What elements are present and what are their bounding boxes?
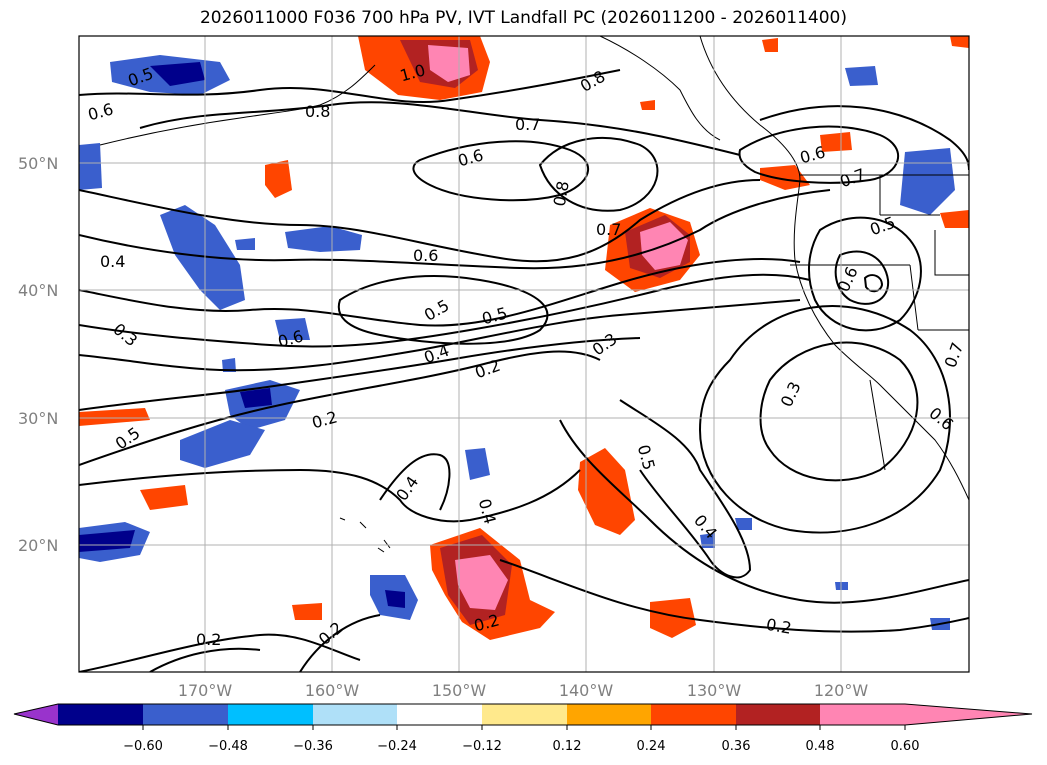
lon-label: 120°W: [814, 681, 869, 700]
lon-label: 130°W: [687, 681, 742, 700]
colorbar-segment: [228, 704, 313, 725]
colorbar-extend-min: [14, 704, 58, 725]
colorbar-segment: [58, 704, 143, 725]
colorbar-tick-label: 0.48: [806, 739, 835, 754]
lon-label: 140°W: [559, 681, 614, 700]
colorbar: −0.60 −0.48 −0.36 −0.24 −0.12 0.12 0.24 …: [13, 703, 1033, 754]
map-border: [78, 35, 970, 673]
lat-label: 20°N: [18, 536, 58, 555]
colorbar-segment: [567, 704, 651, 725]
contour-label: 0.8: [305, 102, 330, 121]
lat-label: 40°N: [18, 281, 58, 300]
contour-label: 0.2: [196, 630, 221, 649]
colorbar-tick-label: 0.36: [722, 739, 751, 754]
colorbar-segment: [736, 704, 820, 725]
latitude-labels: 50°N 40°N 30°N 20°N: [18, 154, 58, 555]
lon-label: 160°W: [305, 681, 360, 700]
lat-label: 30°N: [18, 409, 58, 428]
contour-label: 0.6: [413, 246, 438, 265]
pv-negative-region: [285, 226, 362, 252]
colorbar-tick-label: −0.24: [377, 739, 417, 754]
colorbar-segment: [820, 704, 905, 725]
contour-label: 0.4: [100, 252, 125, 271]
colorbar-segment: [651, 704, 736, 725]
colorbar-extend-max: [905, 704, 1032, 725]
pv-positive-region: [578, 448, 635, 535]
colorbar-tick-label: −0.48: [208, 739, 248, 754]
colorbar-tick-label: −0.12: [462, 739, 502, 754]
colorbar-segment: [482, 704, 567, 725]
colorbar-tick-label: 0.60: [891, 739, 920, 754]
colorbar-segment: [313, 704, 397, 725]
colorbar-tick-label: −0.60: [123, 739, 163, 754]
contour-label: 0.8: [550, 180, 573, 208]
longitude-labels: 170°W 160°W 150°W 140°W 130°W 120°W: [178, 681, 869, 700]
map-panel: 0.5 0.6 0.8 1.0 0.8 0.7 0.6 0.8 0.7 0.6 …: [79, 36, 969, 672]
colorbar-tick-label: 0.12: [553, 739, 582, 754]
coastline: [99, 36, 969, 553]
pv-negative-region: [160, 205, 245, 310]
pv-negative-region: [180, 420, 265, 468]
contour-label: 0.7: [596, 220, 621, 239]
pv-contours: [79, 69, 969, 672]
colorbar-segment: [397, 704, 482, 725]
lon-label: 150°W: [432, 681, 487, 700]
contour-label: 0.2: [765, 615, 793, 638]
contour-label: 0.7: [515, 115, 540, 134]
map-title: 2026011000 F036 700 hPa PV, IVT Landfall…: [199, 8, 847, 28]
lon-label: 170°W: [178, 681, 233, 700]
colorbar-tick-label: 0.24: [637, 739, 666, 754]
colorbar-tick-label: −0.36: [293, 739, 333, 754]
lat-label: 50°N: [18, 154, 58, 173]
grid: [79, 36, 969, 672]
colorbar-segment: [143, 704, 228, 725]
